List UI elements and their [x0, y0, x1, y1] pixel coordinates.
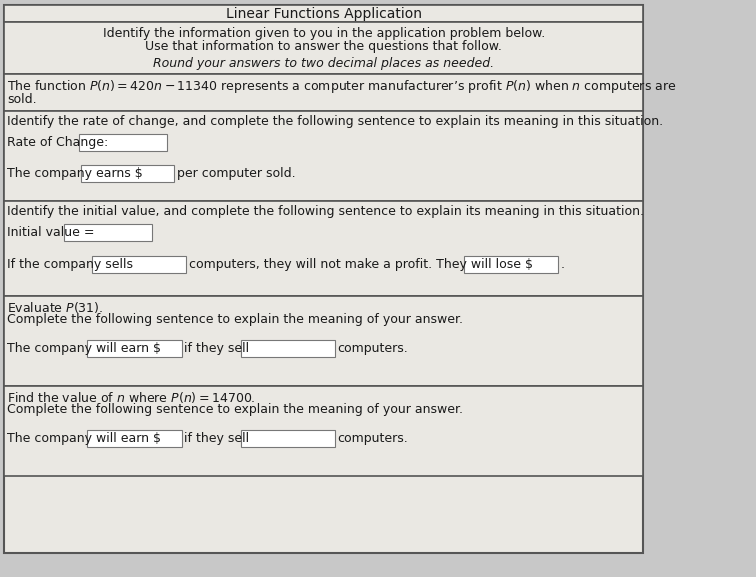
- Text: computers.: computers.: [337, 342, 408, 355]
- Text: The function $P(n) = 420n - 11340$ represents a computer manufacturer’s profit $: The function $P(n) = 420n - 11340$ repre…: [7, 78, 677, 95]
- Text: Find the value of $n$ where $P(n) = 14700$.: Find the value of $n$ where $P(n) = 1470…: [7, 390, 256, 405]
- Text: The company will earn $: The company will earn $: [7, 432, 161, 445]
- Text: Use that information to answer the questions that follow.: Use that information to answer the quest…: [145, 40, 502, 53]
- Text: .: .: [560, 258, 565, 271]
- Text: computers, they will not make a profit. They will lose $: computers, they will not make a profit. …: [188, 258, 532, 271]
- Text: The company earns $: The company earns $: [7, 167, 143, 180]
- Bar: [240, 430, 335, 447]
- Text: if they sell: if they sell: [184, 342, 249, 355]
- Text: sold.: sold.: [7, 93, 37, 106]
- Text: per computer sold.: per computer sold.: [177, 167, 296, 180]
- Bar: [5, 5, 643, 22]
- Bar: [64, 224, 153, 241]
- Bar: [5, 74, 643, 111]
- Bar: [87, 430, 181, 447]
- Text: Rate of Change:: Rate of Change:: [7, 136, 108, 149]
- Bar: [91, 256, 186, 273]
- Text: Identify the initial value, and complete the following sentence to explain its m: Identify the initial value, and complete…: [7, 205, 644, 218]
- Text: Identify the information given to you in the application problem below.: Identify the information given to you in…: [103, 27, 545, 40]
- Bar: [5, 111, 643, 201]
- Text: If the company sells: If the company sells: [7, 258, 133, 271]
- Text: Initial value =: Initial value =: [7, 226, 94, 239]
- Bar: [5, 296, 643, 386]
- Bar: [81, 165, 174, 182]
- Bar: [5, 201, 643, 296]
- Bar: [463, 256, 558, 273]
- Text: Identify the rate of change, and complete the following sentence to explain its : Identify the rate of change, and complet…: [7, 115, 663, 128]
- Bar: [87, 340, 181, 357]
- Text: The company will earn $: The company will earn $: [7, 342, 161, 355]
- Text: Linear Functions Application: Linear Functions Application: [226, 7, 422, 21]
- Text: Complete the following sentence to explain the meaning of your answer.: Complete the following sentence to expla…: [7, 313, 463, 326]
- Text: computers.: computers.: [337, 432, 408, 445]
- Bar: [5, 22, 643, 74]
- Text: Evaluate $P(31)$.: Evaluate $P(31)$.: [7, 300, 104, 315]
- Text: if they sell: if they sell: [184, 432, 249, 445]
- Bar: [5, 386, 643, 476]
- Bar: [240, 340, 335, 357]
- Bar: [79, 134, 167, 151]
- Text: Round your answers to two decimal places as needed.: Round your answers to two decimal places…: [153, 57, 494, 70]
- Text: Complete the following sentence to explain the meaning of your answer.: Complete the following sentence to expla…: [7, 403, 463, 416]
